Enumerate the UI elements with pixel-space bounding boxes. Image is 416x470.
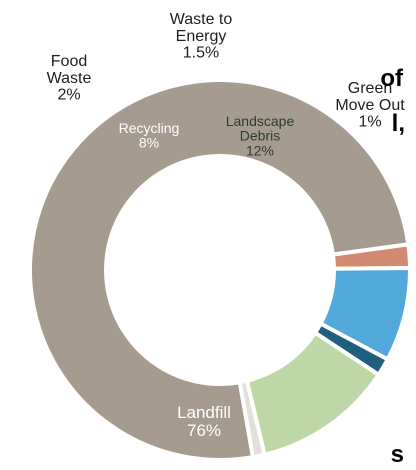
slice-waste-to-energy-label-line-1: Waste to (170, 11, 233, 28)
slice-landscape-debris-label-line-2: Debris (240, 128, 280, 144)
slice-recycling-label-line-1: Recycling (119, 120, 180, 136)
slice-food-waste-label: Food Waste 2% (47, 53, 92, 104)
slice-landscape-debris-label: Landscape Debris 12% (226, 113, 295, 158)
slice-recycling-label: Recycling 8% (119, 120, 180, 151)
slice-recycling-label-line-2: 8% (139, 135, 159, 151)
edge-text-bottom: s (391, 441, 404, 468)
slice-landfill (28, 78, 411, 462)
slice-food-waste-label-line-2: Waste (47, 70, 92, 87)
slice-landscape-debris-label-line-1: Landscape (226, 113, 295, 129)
slice-green-move-out-label-line-3: 1% (358, 114, 381, 131)
edge-text-top: of (380, 65, 404, 92)
slice-waste-to-energy-label-line-3: 1.5% (183, 45, 219, 62)
slice-landfill-label-line-1: Landfill (177, 403, 231, 422)
slice-waste-to-energy-label: Waste to Energy 1.5% (170, 11, 233, 62)
slice-landscape-debris-label-line-3: 12% (246, 142, 274, 158)
slice-landfill-label: Landfill 76% (177, 403, 231, 440)
slice-green-move-out (237, 378, 267, 460)
slice-green-move-out-label-line-1: Green (348, 80, 392, 97)
slice-landfill-label-line-2: 76% (187, 421, 221, 440)
slice-food-waste-label-line-1: Food (51, 53, 87, 70)
edge-text-middle: l, (392, 110, 405, 137)
chart-slices (28, 78, 412, 462)
slice-food-waste-label-line-3: 2% (57, 87, 80, 104)
slice-green-move-out-label-line-2: Move Out (335, 97, 405, 114)
slice-green-move-out-label: Green Move Out 1% (335, 80, 405, 131)
slice-waste-to-energy-label-line-2: Energy (176, 28, 227, 45)
chart-labels: Landfill 76% Recycling 8% Landscape Debris 12%… (47, 11, 406, 440)
